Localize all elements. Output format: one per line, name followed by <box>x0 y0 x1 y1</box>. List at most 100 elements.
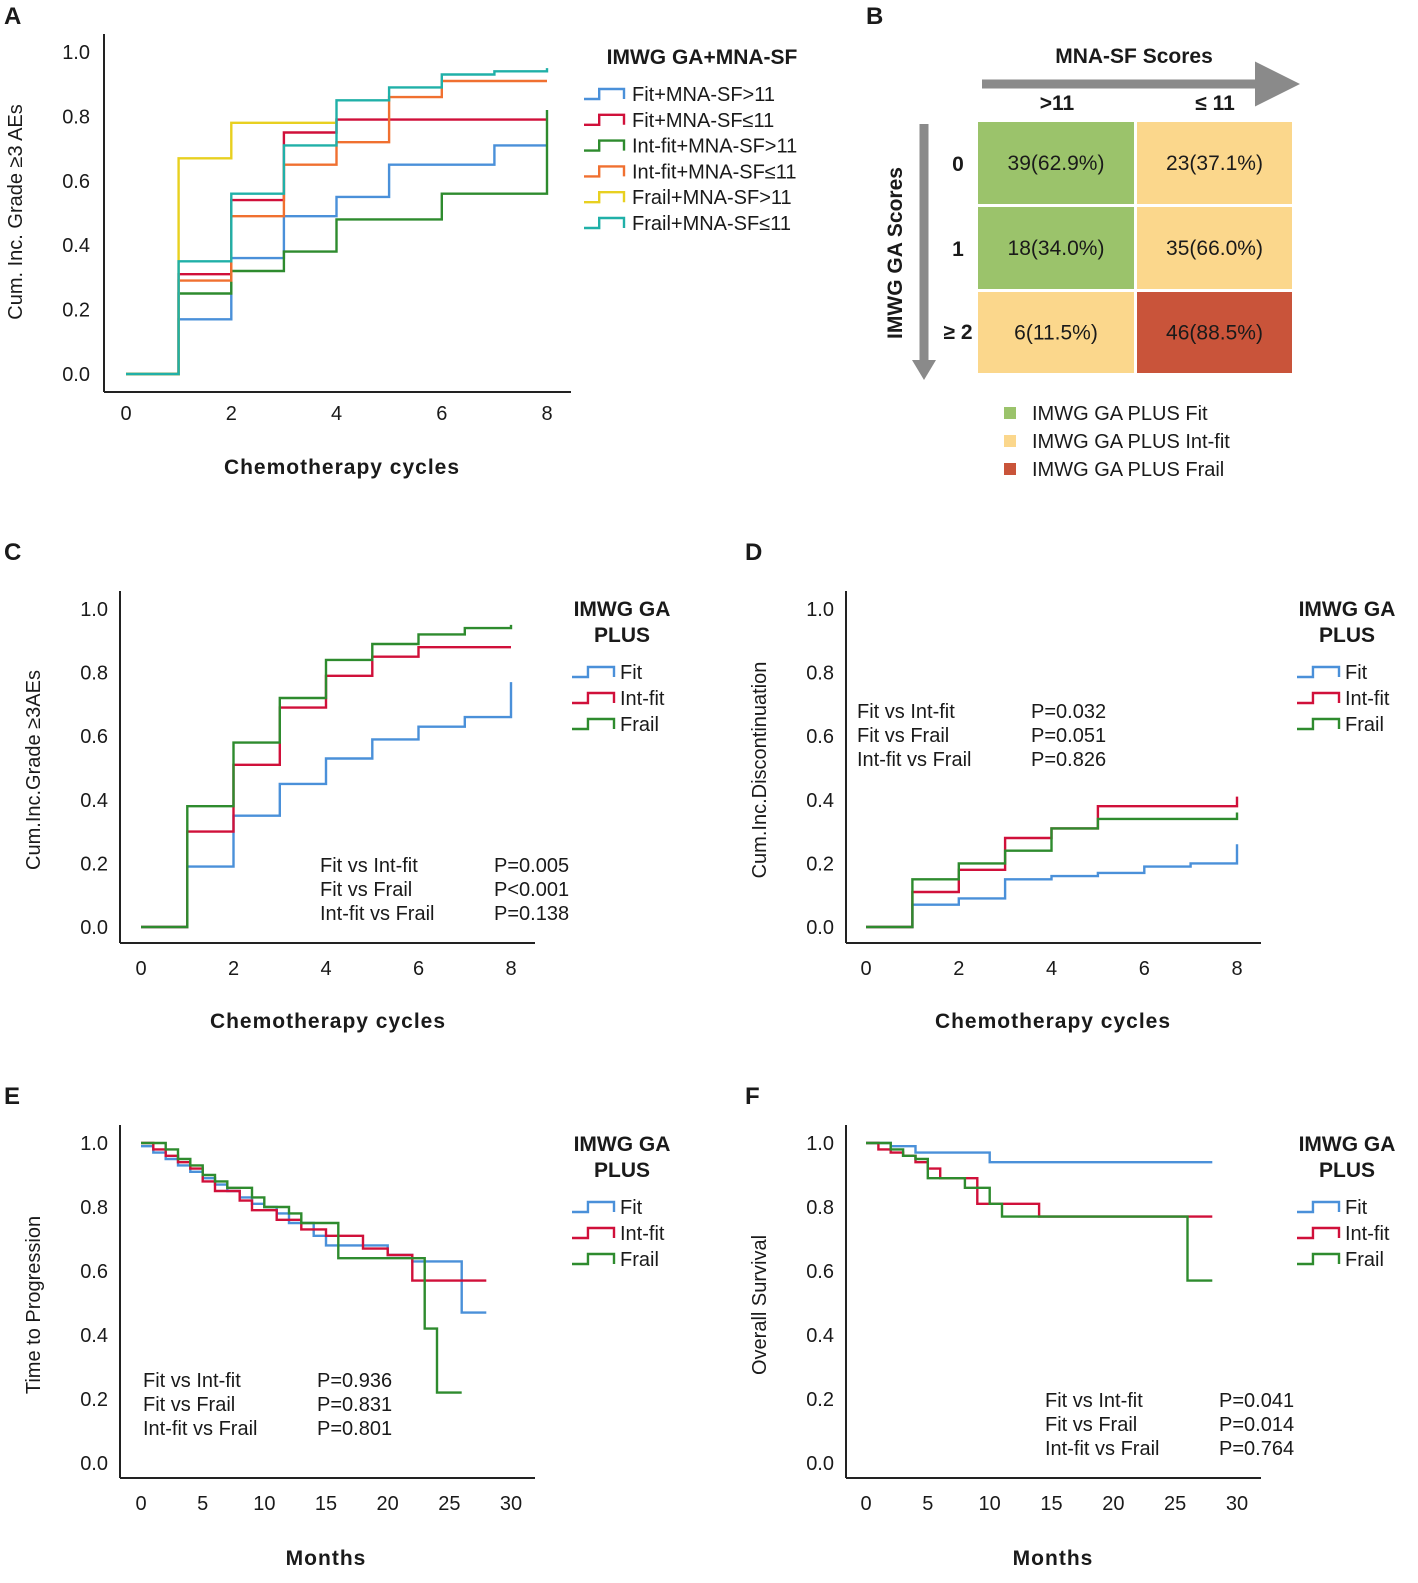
series-line-c-2 <box>141 624 513 929</box>
legend-title-c-line1: IMWG GA <box>574 598 671 621</box>
legend-swatch-b <box>1004 407 1016 419</box>
x-tick-label-f: 0 <box>860 1493 871 1515</box>
pvalue-comparison-e: Fit vs Int-fit <box>143 1370 241 1392</box>
y-tick-label-e: 0.2 <box>80 1389 108 1411</box>
row-header-0: 0 <box>952 153 964 176</box>
legend-label-a: Fit+MNA-SF≤11 <box>632 110 774 132</box>
y-tick-label-a: 0.2 <box>62 300 90 322</box>
x-tick-label-f: 5 <box>922 1493 933 1515</box>
pvalue-comparison-e: Int-fit vs Frail <box>143 1418 257 1440</box>
x-axis-label-d: Chemotherapy cycles <box>935 1010 1171 1033</box>
panel-a: A 0.0 0.2 0.4 0.6 0.8 1.0 0 2 4 6 8 Cum. Inc. Grad… <box>4 3 798 479</box>
y-axis-label-e: Time to Progression <box>23 1216 45 1394</box>
panel-d: D 0.0 0.2 0.4 0.6 0.8 1.0 0 2 4 6 8 Cum.Inc.Discon… <box>745 539 1395 1033</box>
matrix-cell-value: 18(34.0%) <box>1008 237 1105 260</box>
legend-swatch-a <box>584 216 626 230</box>
legend-label-a: Fit+MNA-SF>11 <box>632 84 775 106</box>
pvalues-c: Fit vs Int-fit P=0.005 Fit vs Frail P<0.001… <box>320 855 569 925</box>
series-line-e-1 <box>141 1141 487 1282</box>
y-tick-label-c: 0.8 <box>80 663 108 685</box>
pvalue-value-f: P=0.764 <box>1219 1438 1294 1460</box>
panel-letter-f: F <box>745 1083 760 1110</box>
x-axis-label-c: Chemotherapy cycles <box>210 1010 446 1033</box>
matrix-grid: 39(62.9%) 23(37.1%) 18(34.0%) 35(66.0%) 6(11… <box>976 120 1294 375</box>
legend-label-b: IMWG GA PLUS Frail <box>1032 459 1224 481</box>
pvalue-comparison-f: Int-fit vs Frail <box>1045 1438 1159 1460</box>
series-line-d-0 <box>866 844 1239 929</box>
column-header-le11: ≤ 11 <box>1195 92 1235 115</box>
pvalue-value-e: P=0.801 <box>317 1418 392 1440</box>
series-line-d-1 <box>866 796 1239 929</box>
pvalues-d: Fit vs Int-fit P=0.032 Fit vs Frail P=0.051… <box>857 701 1106 771</box>
y-tick-label-a: 0.0 <box>62 364 90 386</box>
matrix-cell <box>976 290 1136 375</box>
row-axis-arrow-head <box>912 360 936 380</box>
pvalue-comparison-d: Fit vs Frail <box>857 725 949 747</box>
legend-label-d: Frail <box>1345 714 1384 736</box>
x-tick-label-e: 20 <box>377 1493 399 1515</box>
x-tick-label-c: 0 <box>135 958 146 980</box>
x-tick-label-a: 4 <box>331 403 342 425</box>
matrix-cell-value: 46(88.5%) <box>1166 322 1263 345</box>
series-line-c-1 <box>141 646 511 929</box>
x-tick-label-d: 8 <box>1231 958 1242 980</box>
x-tick-label-a: 8 <box>541 403 552 425</box>
legend-swatch-a <box>584 139 626 152</box>
y-tick-label-f: 0.8 <box>806 1197 834 1219</box>
legend-label-b: IMWG GA PLUS Int-fit <box>1032 431 1230 453</box>
x-tick-label-c: 2 <box>228 958 239 980</box>
x-tick-label-d: 6 <box>1139 958 1150 980</box>
y-tick-label-d: 0.6 <box>806 726 834 748</box>
series-line-a-5 <box>126 68 549 376</box>
pvalue-value-c: P=0.138 <box>494 903 569 925</box>
x-tick-label-d: 0 <box>860 958 871 980</box>
legend-swatch-c <box>572 691 616 705</box>
y-tick-label-e: 0.6 <box>80 1261 108 1283</box>
legend-f: Fit Int-fit Frail <box>1297 1197 1390 1271</box>
y-tick-label-c: 0.4 <box>80 790 108 812</box>
legend-label-b: IMWG GA PLUS Fit <box>1032 403 1208 425</box>
legend-title-d-line2: PLUS <box>1319 624 1375 647</box>
legend-label-e: Int-fit <box>620 1223 665 1245</box>
pvalue-value-c: P<0.001 <box>494 879 569 901</box>
y-tick-label-a: 0.8 <box>62 106 90 128</box>
x-tick-label-e: 10 <box>253 1493 275 1515</box>
legend-title-e-line1: IMWG GA <box>574 1133 671 1156</box>
legend-swatch-f <box>1297 1252 1341 1266</box>
pvalue-comparison-d: Int-fit vs Frail <box>857 749 971 771</box>
x-tick-label-f: 10 <box>979 1493 1001 1515</box>
legend-swatch-c <box>572 717 616 731</box>
matrix-cell <box>1135 290 1294 375</box>
pvalues-f: Fit vs Int-fit P=0.041 Fit vs Frail P=0.014… <box>1045 1390 1294 1460</box>
legend-swatch-e <box>572 1252 616 1266</box>
y-tick-label-e: 0.0 <box>80 1453 108 1475</box>
pvalue-value-d: P=0.051 <box>1031 725 1106 747</box>
x-tick-label-a: 6 <box>436 403 447 425</box>
x-tick-label-f: 25 <box>1164 1493 1186 1515</box>
pvalue-value-f: P=0.014 <box>1219 1414 1294 1436</box>
legend-swatch-a <box>584 87 626 101</box>
x-tick-label-e: 0 <box>135 1493 146 1515</box>
pvalue-value-d: P=0.032 <box>1031 701 1106 723</box>
row-axis-title: IMWG GA Scores <box>884 167 907 339</box>
column-axis-title: MNA-SF Scores <box>1055 45 1213 68</box>
y-axis-label-d: Cum.Inc.Discontinuation <box>749 662 771 879</box>
y-tick-label-d: 0.4 <box>806 790 834 812</box>
y-axis-label-a: Cum. Inc. Grade ≥3 AEs <box>5 104 27 320</box>
legend-swatch-a <box>584 113 626 126</box>
legend-label-c: Fit <box>620 662 643 684</box>
y-axis-label-c: Cum.Inc.Grade ≥3AEs <box>23 670 45 870</box>
legend-label-e: Fit <box>620 1197 643 1219</box>
legend-swatch-f <box>1297 1200 1341 1214</box>
x-tick-label-c: 8 <box>505 958 516 980</box>
legend-label-d: Int-fit <box>1345 688 1390 710</box>
panel-letter-e: E <box>4 1083 20 1110</box>
x-tick-label-e: 25 <box>438 1493 460 1515</box>
y-tick-label-f: 0.2 <box>806 1389 834 1411</box>
legend-swatch-d <box>1297 717 1341 731</box>
panel-f: F 0.0 0.2 0.4 0.6 0.8 1.0 0 5 10 15 20 25 30 Overall… <box>745 1083 1395 1570</box>
pvalue-value-d: P=0.826 <box>1031 749 1106 771</box>
legend-title-f-line1: IMWG GA <box>1299 1133 1396 1156</box>
matrix-cell-value: 35(66.0%) <box>1166 237 1263 260</box>
legend-title-f-line2: PLUS <box>1319 1159 1375 1182</box>
